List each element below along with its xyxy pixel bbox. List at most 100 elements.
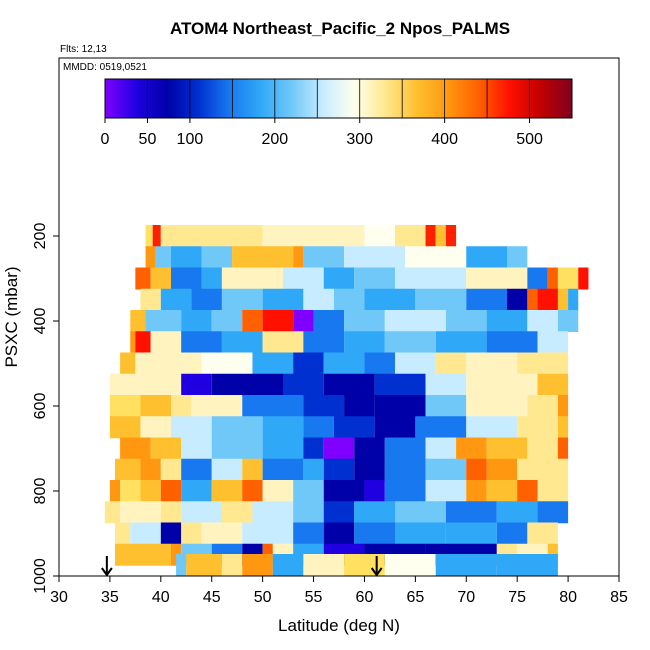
band-segment bbox=[344, 331, 385, 354]
x-tick-label: 30 bbox=[50, 589, 68, 606]
band-segment bbox=[395, 225, 426, 247]
x-tick-label: 75 bbox=[508, 589, 526, 606]
band-segment bbox=[557, 310, 579, 332]
band-segment bbox=[120, 501, 161, 524]
band-segment bbox=[221, 288, 263, 311]
band-segment bbox=[395, 501, 446, 524]
band-segment bbox=[486, 310, 528, 332]
band-segment bbox=[344, 246, 406, 269]
band-segment bbox=[171, 267, 202, 290]
band-segment bbox=[527, 267, 548, 290]
band-segment bbox=[145, 246, 156, 269]
band-segment bbox=[262, 331, 304, 354]
band-segment bbox=[155, 246, 171, 269]
band-segment bbox=[456, 437, 487, 460]
latitude-markers bbox=[101, 556, 383, 577]
band-segment bbox=[323, 522, 355, 545]
band-segment bbox=[262, 310, 294, 332]
band-segment bbox=[333, 288, 365, 311]
marker-arrow-head bbox=[101, 567, 113, 577]
band-segment bbox=[354, 267, 395, 290]
band-segment bbox=[293, 310, 314, 332]
band-segment bbox=[181, 331, 222, 354]
band-segment bbox=[537, 288, 558, 311]
band-segment bbox=[354, 458, 385, 481]
plot-frame bbox=[58, 57, 620, 577]
band-segment bbox=[395, 267, 467, 290]
band-segment bbox=[405, 246, 467, 269]
colorbar-tick-label: 400 bbox=[431, 131, 458, 148]
band-segment bbox=[181, 373, 212, 396]
band-segment bbox=[364, 288, 416, 311]
band-segment bbox=[160, 522, 182, 545]
band-segment bbox=[557, 267, 579, 290]
band-segment bbox=[344, 310, 385, 332]
band-segment bbox=[303, 458, 324, 481]
band-segment bbox=[496, 554, 558, 576]
band-segment bbox=[364, 225, 395, 247]
band-segment bbox=[466, 395, 528, 417]
band-segment bbox=[303, 395, 345, 417]
band-segment bbox=[303, 437, 324, 460]
band-segment bbox=[221, 331, 263, 354]
y-axis-label: PSXC (mbar) bbox=[2, 266, 21, 367]
band-segment bbox=[527, 437, 558, 460]
band-segment bbox=[262, 458, 304, 481]
band-segment bbox=[262, 225, 365, 247]
colorbar-tick-label: 100 bbox=[177, 131, 204, 148]
band-segment bbox=[115, 458, 141, 481]
band-segment bbox=[364, 352, 395, 375]
band-segment bbox=[242, 458, 263, 481]
band-segment bbox=[160, 458, 182, 481]
band-segment bbox=[445, 522, 497, 545]
band-segment bbox=[466, 416, 518, 439]
band-segment bbox=[221, 267, 283, 290]
colorbar-frame bbox=[104, 78, 573, 119]
band-segment bbox=[303, 288, 334, 311]
band-segment bbox=[496, 522, 528, 545]
band-segment bbox=[415, 288, 467, 311]
band-segment bbox=[283, 373, 324, 396]
band-segment bbox=[395, 522, 446, 545]
band-segment bbox=[130, 522, 161, 545]
x-tick-label: 65 bbox=[406, 589, 424, 606]
band-segment bbox=[384, 310, 446, 332]
band-segment bbox=[507, 246, 528, 269]
band-segment bbox=[140, 458, 161, 481]
band-segment bbox=[211, 458, 243, 481]
band-segment bbox=[160, 225, 263, 247]
band-segment bbox=[252, 352, 294, 375]
band-segment bbox=[537, 331, 569, 354]
band-segment bbox=[120, 352, 136, 375]
x-tick-label: 55 bbox=[305, 589, 323, 606]
band-segment bbox=[374, 416, 416, 439]
band-segment bbox=[293, 522, 324, 545]
colorbar-tick-label: 200 bbox=[261, 131, 288, 148]
band-segment bbox=[364, 480, 385, 502]
band-segment bbox=[242, 522, 294, 545]
band-segment bbox=[557, 416, 569, 439]
band-segment bbox=[221, 554, 243, 576]
band-segment bbox=[466, 246, 507, 269]
colorbar-tick-label: 500 bbox=[516, 131, 543, 148]
band-segment bbox=[517, 458, 569, 481]
x-tick-label: 50 bbox=[254, 589, 272, 606]
colorbar-tick-label: 300 bbox=[346, 131, 373, 148]
band-segment bbox=[333, 416, 375, 439]
data-bands bbox=[104, 225, 589, 576]
band-segment bbox=[466, 352, 518, 375]
band-segment bbox=[435, 225, 446, 247]
band-segment bbox=[181, 501, 222, 524]
band-segment bbox=[323, 480, 365, 502]
band-segment bbox=[140, 416, 171, 439]
band-segment bbox=[445, 225, 457, 247]
colorbar-tick-label: 50 bbox=[139, 131, 157, 148]
band-segment bbox=[425, 458, 467, 481]
colorbar-fill bbox=[105, 79, 572, 118]
band-segment bbox=[211, 373, 283, 396]
band-segment bbox=[527, 288, 538, 311]
band-segment bbox=[537, 373, 569, 396]
band-segment bbox=[486, 437, 528, 460]
band-segment bbox=[293, 480, 324, 502]
band-segment bbox=[323, 373, 375, 396]
